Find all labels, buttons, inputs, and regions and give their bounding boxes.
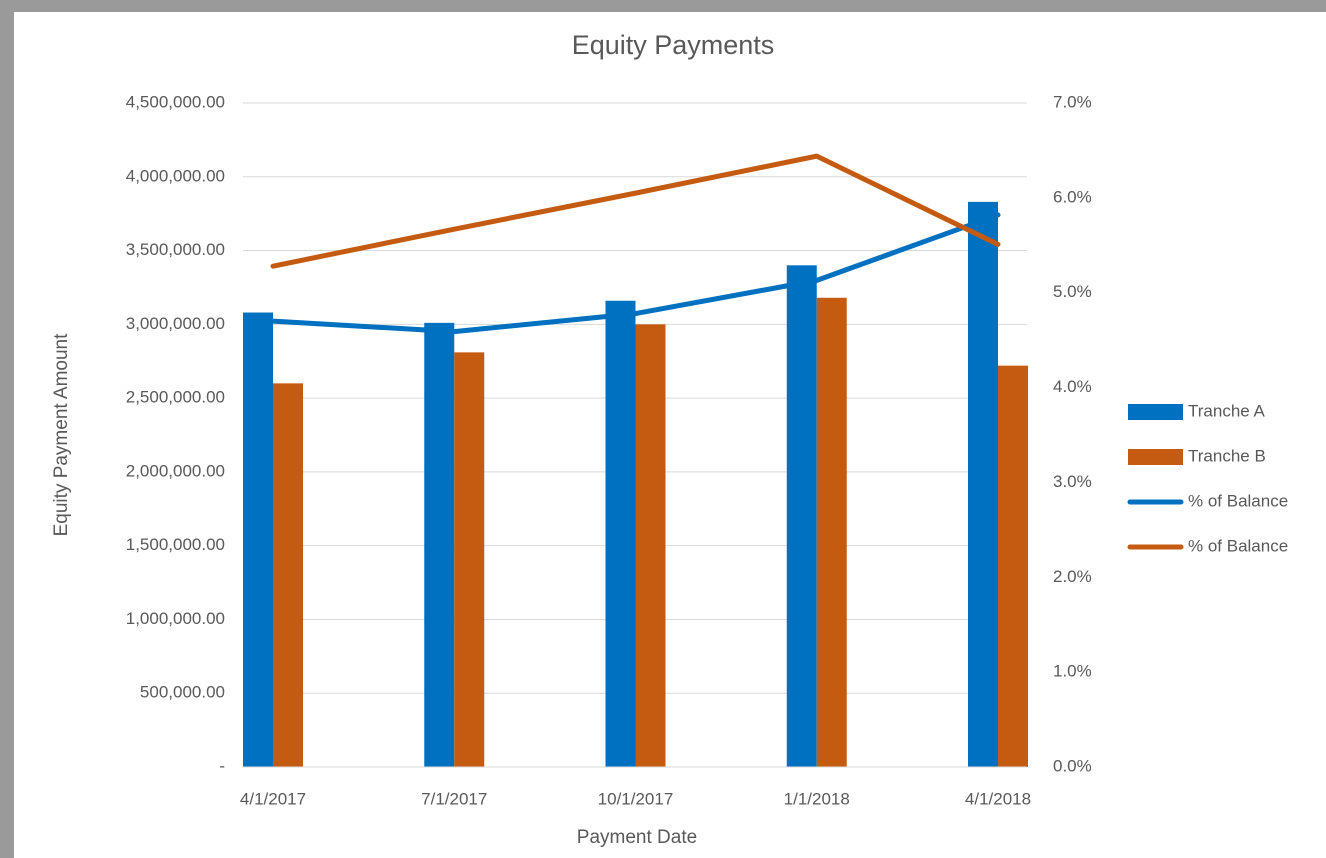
chart-title: Equity Payments: [572, 30, 775, 60]
x-tick-label: 7/1/2017: [421, 789, 487, 808]
legend-label: Tranche B: [1188, 446, 1266, 465]
y2-tick-label: 4.0%: [1053, 377, 1092, 396]
line-series: [270, 212, 1001, 335]
y-tick-label: 1,000,000.00: [126, 609, 225, 628]
y-axis-label: Equity Payment Amount: [51, 333, 72, 536]
bar: [273, 383, 303, 767]
bar: [635, 324, 666, 767]
line-series: [270, 153, 1001, 269]
x-tick-label: 10/1/2017: [598, 789, 674, 808]
y2-tick-label: 2.0%: [1053, 567, 1092, 586]
y2-tick-label: 7.0%: [1053, 92, 1092, 111]
y-tick-label: 4,000,000.00: [126, 166, 225, 185]
bar: [968, 201, 998, 767]
y2-tick-label: 0.0%: [1053, 756, 1092, 775]
y-tick-label: 2,500,000.00: [126, 388, 225, 407]
y-tick-label: 2,000,000.00: [126, 461, 225, 480]
x-axis-label: Payment Date: [577, 827, 697, 848]
x-tick-label: 4/1/2017: [240, 789, 306, 808]
bar: [786, 265, 817, 767]
x-tick-label: 4/1/2018: [965, 789, 1031, 808]
y-tick-label: 1,500,000.00: [126, 535, 225, 554]
y-tick-label: 3,500,000.00: [126, 240, 225, 259]
bar: [816, 297, 847, 767]
bar: [998, 365, 1028, 767]
y-tick-label: -: [219, 756, 225, 775]
y-tick-label: 3,000,000.00: [126, 314, 225, 333]
y2-tick-label: 3.0%: [1053, 472, 1092, 491]
bar: [424, 322, 455, 767]
legend-label: % of Balance: [1188, 491, 1288, 510]
legend-label: % of Balance: [1188, 536, 1288, 555]
legend-swatch: [1128, 404, 1183, 420]
legend-swatch: [1128, 449, 1183, 465]
y2-tick-label: 1.0%: [1053, 662, 1092, 681]
bar: [605, 300, 636, 767]
bar: [243, 312, 273, 767]
y-tick-label: 4,500,000.00: [126, 92, 225, 111]
y2-tick-label: 5.0%: [1053, 282, 1092, 301]
x-tick-label: 1/1/2018: [784, 789, 850, 808]
chart-area: [14, 12, 1326, 858]
legend-label: Tranche A: [1188, 401, 1266, 420]
y2-tick-label: 6.0%: [1053, 187, 1092, 206]
bar: [454, 352, 485, 767]
y-tick-label: 500,000.00: [140, 683, 225, 702]
